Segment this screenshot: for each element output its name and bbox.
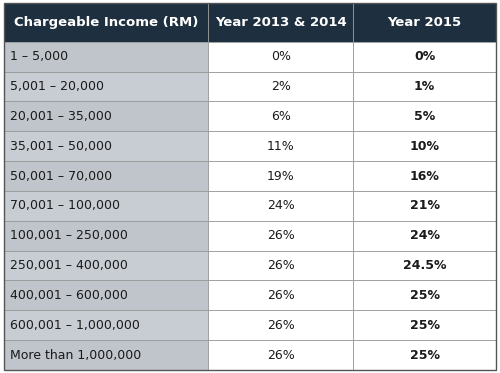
Text: 1%: 1% [414,80,436,93]
Bar [4,191,208,221]
Bar [208,340,354,370]
Bar [4,280,208,310]
Bar [4,131,208,161]
Text: Chargeable Income (RM): Chargeable Income (RM) [14,16,198,29]
Text: Year 2015: Year 2015 [388,16,462,29]
Bar [208,101,354,131]
Text: 26%: 26% [267,289,294,302]
Bar [208,42,354,72]
Text: 21%: 21% [410,200,440,212]
Bar [354,131,496,161]
Bar [354,280,496,310]
Text: 25%: 25% [410,319,440,332]
Text: 26%: 26% [267,229,294,242]
Text: 6%: 6% [271,110,290,123]
Text: 26%: 26% [267,319,294,332]
Text: 50,001 – 70,000: 50,001 – 70,000 [10,170,112,182]
Bar [354,161,496,191]
Text: 26%: 26% [267,349,294,361]
Text: 70,001 – 100,000: 70,001 – 100,000 [10,200,120,212]
Bar [4,221,208,251]
Bar [208,191,354,221]
Bar [208,161,354,191]
Text: 5%: 5% [414,110,436,123]
Bar [4,3,208,42]
Text: 2%: 2% [271,80,290,93]
Bar [208,3,354,42]
Text: 25%: 25% [410,289,440,302]
Text: 26%: 26% [267,259,294,272]
Bar [208,310,354,340]
Text: 0%: 0% [271,50,291,63]
Text: 5,001 – 20,000: 5,001 – 20,000 [10,80,104,93]
Bar [354,251,496,280]
Text: 16%: 16% [410,170,440,182]
Text: 24%: 24% [410,229,440,242]
Text: 11%: 11% [267,140,294,153]
Text: 24.5%: 24.5% [403,259,446,272]
Text: 25%: 25% [410,349,440,361]
Text: 400,001 – 600,000: 400,001 – 600,000 [10,289,128,302]
Text: 100,001 – 250,000: 100,001 – 250,000 [10,229,128,242]
Text: 35,001 – 50,000: 35,001 – 50,000 [10,140,112,153]
Text: 600,001 – 1,000,000: 600,001 – 1,000,000 [10,319,140,332]
Text: Year 2013 & 2014: Year 2013 & 2014 [215,16,346,29]
Text: 1 – 5,000: 1 – 5,000 [10,50,68,63]
Bar [208,280,354,310]
Bar [208,131,354,161]
Bar [4,340,208,370]
Bar [208,221,354,251]
Text: 20,001 – 35,000: 20,001 – 35,000 [10,110,112,123]
Text: 19%: 19% [267,170,294,182]
Bar [208,72,354,101]
Bar [354,3,496,42]
Bar [354,340,496,370]
Bar [4,251,208,280]
Text: More than 1,000,000: More than 1,000,000 [10,349,141,361]
Text: 10%: 10% [410,140,440,153]
Bar [354,72,496,101]
Bar [4,72,208,101]
Bar [354,221,496,251]
Bar [354,42,496,72]
Bar [4,101,208,131]
Bar [4,42,208,72]
Text: 250,001 – 400,000: 250,001 – 400,000 [10,259,128,272]
Text: 24%: 24% [267,200,294,212]
Bar [208,251,354,280]
Bar [354,191,496,221]
Bar [354,310,496,340]
Bar [354,101,496,131]
Bar [4,161,208,191]
Text: 0%: 0% [414,50,436,63]
Bar [4,310,208,340]
